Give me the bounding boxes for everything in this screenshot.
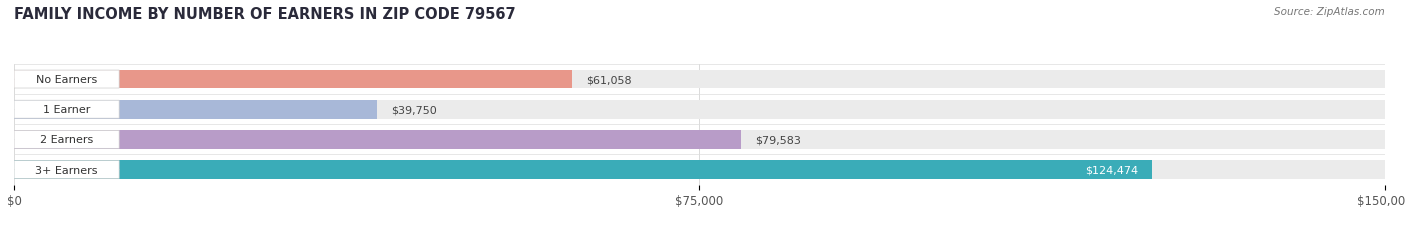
Text: $124,474: $124,474 bbox=[1085, 165, 1137, 175]
Text: 2 Earners: 2 Earners bbox=[39, 135, 93, 145]
Text: FAMILY INCOME BY NUMBER OF EARNERS IN ZIP CODE 79567: FAMILY INCOME BY NUMBER OF EARNERS IN ZI… bbox=[14, 7, 516, 22]
FancyBboxPatch shape bbox=[14, 101, 120, 119]
FancyBboxPatch shape bbox=[14, 71, 120, 89]
Text: No Earners: No Earners bbox=[37, 75, 97, 85]
Text: Source: ZipAtlas.com: Source: ZipAtlas.com bbox=[1274, 7, 1385, 17]
Bar bbox=[14, 161, 1152, 179]
Text: 1 Earner: 1 Earner bbox=[44, 105, 90, 115]
FancyBboxPatch shape bbox=[14, 161, 120, 179]
Text: 3+ Earners: 3+ Earners bbox=[35, 165, 98, 175]
Text: $39,750: $39,750 bbox=[391, 105, 437, 115]
FancyBboxPatch shape bbox=[14, 131, 120, 149]
Bar bbox=[14, 131, 741, 149]
Text: $61,058: $61,058 bbox=[586, 75, 631, 85]
Text: $79,583: $79,583 bbox=[755, 135, 801, 145]
Bar bbox=[14, 131, 1385, 149]
Bar bbox=[14, 161, 1385, 179]
Bar bbox=[14, 100, 1385, 119]
Bar bbox=[14, 70, 1385, 89]
Bar bbox=[14, 70, 572, 89]
Bar bbox=[14, 100, 377, 119]
